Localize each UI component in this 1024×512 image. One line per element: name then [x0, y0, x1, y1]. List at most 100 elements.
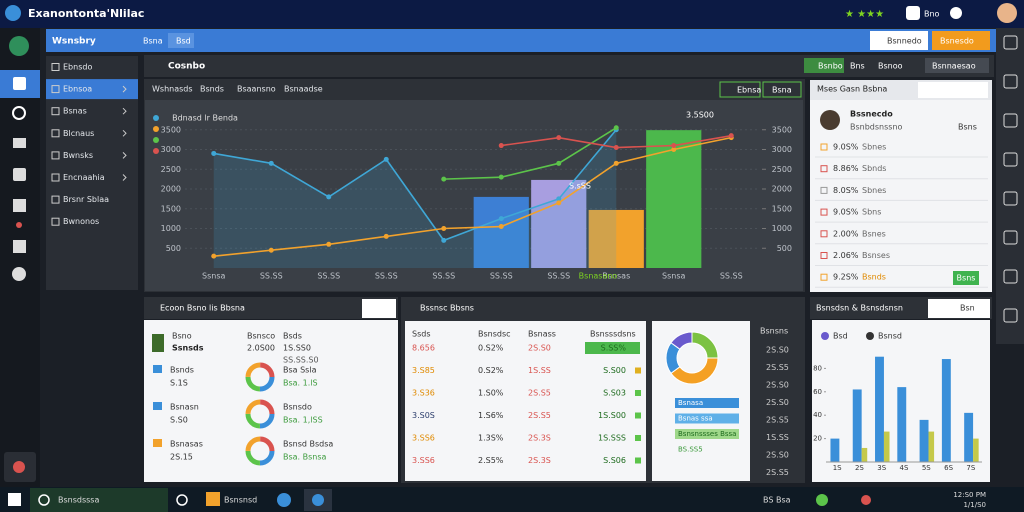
strip-icon[interactable]: [13, 199, 26, 212]
panel-title: Ecoon Bsno lis Bbsna: [160, 304, 245, 313]
app-icon[interactable]: [277, 493, 291, 507]
point: [326, 241, 332, 247]
point: [383, 233, 389, 239]
nav-item[interactable]: Bwnsks: [63, 151, 93, 160]
start-button[interactable]: [8, 493, 21, 506]
side-icon[interactable]: [1003, 113, 1018, 128]
tray-icon[interactable]: [861, 495, 871, 505]
legend-bar: [675, 429, 739, 439]
annotation: 3.5S00: [686, 111, 714, 120]
row-value: 8.0S%: [833, 186, 859, 195]
nav-item[interactable]: Ebnsoa: [63, 85, 92, 94]
search-box[interactable]: [30, 488, 168, 512]
table-cell: 1S.SSS: [598, 434, 626, 443]
button-label[interactable]: Bsnnedo: [887, 37, 922, 46]
strip-icon[interactable]: [13, 240, 26, 253]
point: [613, 125, 619, 131]
close-button[interactable]: [362, 299, 396, 318]
row-icon: [820, 165, 828, 173]
x-tick-label: 3S: [877, 464, 886, 472]
button[interactable]: [953, 271, 979, 285]
legend-bar: [675, 413, 739, 424]
filter[interactable]: [762, 81, 802, 98]
item-value: SS.SS.S0: [283, 356, 319, 365]
table-cell: 3.S0S: [412, 411, 435, 420]
legend-entry: Bsnsd: [878, 332, 902, 341]
top-icon[interactable]: [950, 7, 962, 19]
item-icon: [153, 365, 162, 373]
app-icon[interactable]: [206, 492, 220, 506]
side-icon[interactable]: [1003, 191, 1018, 206]
ring-segment: [245, 399, 275, 429]
strip-icon[interactable]: [13, 168, 26, 181]
strip-icon[interactable]: [12, 267, 26, 281]
record-icon[interactable]: [13, 461, 25, 473]
button-label[interactable]: Bsnoo: [878, 62, 903, 71]
column-header: Bsnass: [528, 330, 556, 339]
button[interactable]: [932, 31, 990, 50]
side-icon[interactable]: [1003, 74, 1018, 89]
panel-title: Cosnbo: [168, 62, 205, 72]
ring-segment: [245, 436, 275, 466]
filter[interactable]: [719, 81, 761, 98]
strip-icon[interactable]: [13, 77, 26, 90]
legend-entry: Bsnasa: [678, 399, 703, 407]
y-tick-label: 1500: [161, 204, 181, 213]
tab-bg: [168, 33, 194, 48]
x-tick-label: SS.SS: [260, 272, 283, 281]
side-icon[interactable]: [1003, 308, 1018, 323]
strip-icon[interactable]: [13, 138, 26, 148]
area: [213, 129, 617, 268]
top-icon[interactable]: [906, 6, 920, 20]
button[interactable]: [870, 31, 928, 50]
side-icon[interactable]: [1003, 35, 1018, 50]
strip-dot: [16, 222, 22, 228]
side-icon[interactable]: [1003, 152, 1018, 167]
row-label: Sbns: [862, 208, 881, 217]
right-panel-controls[interactable]: [918, 82, 988, 98]
nav-item[interactable]: Bsnas: [63, 107, 87, 116]
button-label[interactable]: Bsn: [960, 304, 975, 313]
button-label[interactable]: Bsns: [957, 274, 976, 283]
user-avatar[interactable]: [997, 3, 1017, 23]
button[interactable]: [804, 58, 844, 73]
ring-segment: [245, 362, 275, 392]
tray-icon[interactable]: [816, 494, 828, 506]
list-value: 2S.S0: [766, 346, 789, 355]
side-icon[interactable]: [1003, 269, 1018, 284]
table-cell: 0.S2%: [478, 366, 504, 375]
button-label[interactable]: Bsnnaesao: [932, 62, 976, 71]
nav-item[interactable]: Bwnonos: [63, 217, 99, 226]
list-value: 2S.S0: [766, 381, 789, 390]
task-view[interactable]: [176, 494, 188, 506]
filter-label[interactable]: Bsna: [772, 86, 792, 95]
row-label: Sbnes: [862, 186, 886, 195]
row-value: 9.0S%: [833, 143, 859, 152]
strip-icon[interactable]: [12, 106, 26, 120]
line: [443, 127, 617, 180]
panel-controls[interactable]: [928, 299, 990, 318]
icon-strip: [0, 28, 40, 487]
button-label[interactable]: Bsnesdo: [940, 37, 974, 46]
taskbar-app[interactable]: Bsnsnsd: [224, 496, 257, 505]
nav-item[interactable]: Brsnr Sblaa: [63, 195, 109, 204]
side-icon[interactable]: [1003, 230, 1018, 245]
button-label[interactable]: Bsnbo: [818, 62, 843, 71]
button[interactable]: [925, 58, 989, 73]
menu-label[interactable]: Bno: [924, 10, 940, 19]
app-icon[interactable]: [312, 494, 324, 506]
bar: [941, 359, 951, 462]
column-header: Bsnsssdsns: [590, 330, 636, 339]
button-label[interactable]: Bns: [850, 62, 865, 71]
filter-label[interactable]: Ebnsa: [737, 86, 761, 95]
line: [213, 136, 732, 257]
header-tab[interactable]: Bsd: [176, 37, 191, 46]
search-text[interactable]: Bsnsdsssa: [58, 496, 99, 505]
point: [613, 145, 619, 151]
nav-item[interactable]: Ebnsdo: [63, 63, 92, 72]
nav-item[interactable]: Encnaahia: [63, 173, 105, 182]
ring-segment: [245, 436, 275, 466]
nav-item[interactable]: Blcnaus: [63, 129, 94, 138]
row-icon: [820, 143, 828, 151]
header-tab[interactable]: Bsna: [143, 37, 163, 46]
